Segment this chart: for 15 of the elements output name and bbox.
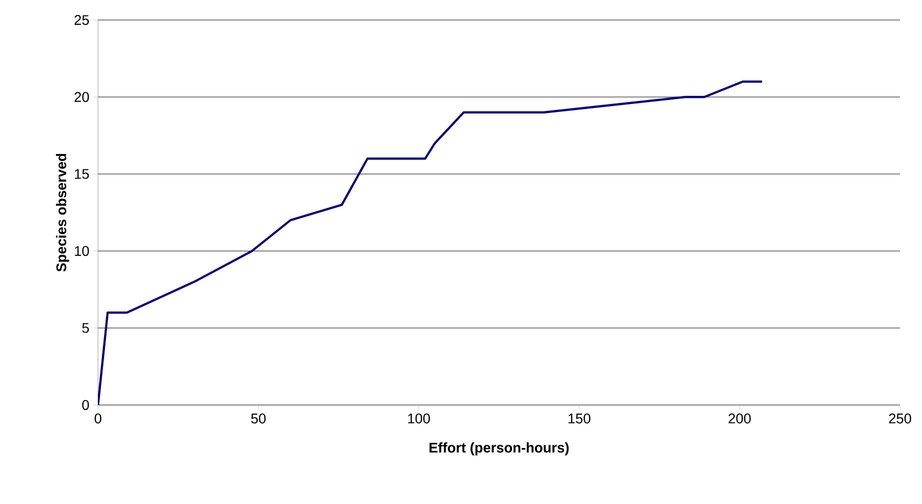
y-tick-label: 10 [74,246,89,256]
line-series [98,80,764,405]
x-tick-label: 200 [728,414,751,424]
y-tick-label: 15 [74,169,89,179]
x-tick-label: 100 [408,414,430,424]
y-tick-label: 25 [74,15,89,25]
y-tick-label: 5 [82,323,89,333]
x-tick-label: 0 [94,414,102,424]
y-axis-title: Species observed [56,154,70,272]
x-axis-title: Effort (person-hours) [430,442,569,456]
y-tick-label: 20 [74,92,89,102]
x-tick-label: 250 [889,414,912,424]
x-tick-label: 50 [251,414,266,424]
x-tick-label: 150 [568,414,590,424]
y-tick-label: 0 [82,400,89,410]
